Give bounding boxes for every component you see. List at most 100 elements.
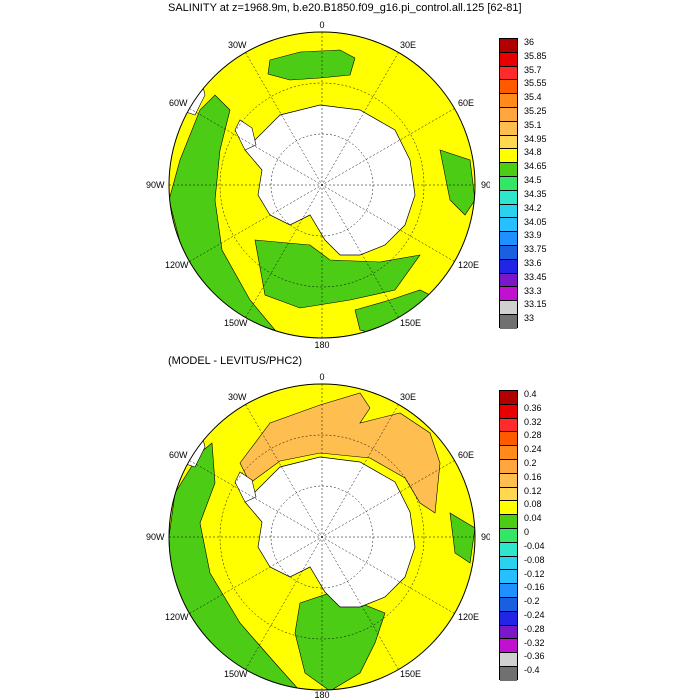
difference-field (169, 384, 475, 690)
lon-label-30e: 30E (400, 392, 416, 402)
colorbar-segment (500, 597, 517, 612)
salinity-difference-map: 0 30E 30W 60E 60W 90E 90W 120E 120W 150E… (146, 372, 490, 700)
lon-label-120e: 120E (458, 612, 479, 622)
colorbar-segment (500, 391, 517, 405)
colorbar-label: 35.85 (524, 50, 547, 61)
lon-label-90w: 90W (146, 532, 165, 542)
colorbar-label: 0.16 (524, 471, 542, 482)
colorbar-label: 0.32 (524, 416, 542, 427)
lon-label-150e: 150E (400, 669, 421, 679)
green-region-east (449, 512, 475, 564)
colorbar-label: 34.8 (524, 147, 542, 158)
green-region-east (439, 149, 475, 216)
colorbar-label: -0.12 (524, 568, 545, 579)
colorbar-label: -0.04 (524, 540, 545, 551)
colorbar-segment (500, 556, 517, 571)
colorbar-segment (500, 301, 517, 315)
colorbar-segment (500, 259, 517, 274)
lon-label-60e: 60E (458, 450, 474, 460)
colorbar-label: 35.7 (524, 64, 542, 75)
colorbar-segment (500, 204, 517, 219)
colorbar-label: 34.05 (524, 216, 547, 227)
colorbar-segment (500, 666, 517, 681)
colorbar-label: -0.32 (524, 637, 545, 648)
colorbar-label: 0.28 (524, 430, 542, 441)
lon-label-30w: 30W (228, 40, 247, 50)
colorbar-label: 0.08 (524, 499, 542, 510)
colorbar-segment (500, 515, 517, 529)
colorbar-segment (500, 653, 517, 667)
colorbar-segment (500, 639, 517, 654)
colorbar-label: 34.65 (524, 161, 547, 172)
colorbar-label: 34.5 (524, 175, 542, 186)
colorbar-segment (500, 501, 517, 516)
map-boundary (168, 31, 476, 339)
colorbar-label: 36 (524, 37, 535, 47)
colorbar-segment (500, 149, 517, 164)
graticule (169, 32, 475, 338)
colorbar-label: 0.4 (524, 389, 537, 399)
colorbar-label: 33.3 (524, 285, 542, 296)
colorbar-segment (500, 487, 517, 502)
colorbar-segment (500, 66, 517, 81)
graticule (169, 384, 475, 690)
colorbar-segment (500, 135, 517, 150)
colorbar-label: 33.9 (524, 230, 542, 241)
lon-label-150e: 150E (400, 318, 421, 328)
colorbar-label: -0.2 (524, 596, 540, 607)
colorbar-label: 34.2 (524, 202, 542, 213)
lon-label-0: 0 (319, 20, 324, 30)
colorbar-segment (500, 107, 517, 122)
colorbar-segment (500, 245, 517, 260)
colorbar-label: -0.4 (524, 665, 540, 676)
colorbar-segment (500, 218, 517, 233)
colorbar-segment (500, 287, 517, 302)
colorbar-label: 35.1 (524, 119, 542, 130)
colorbar-label: 0.2 (524, 458, 537, 469)
salinity-colorbar (499, 38, 518, 329)
colorbar-segment (500, 163, 517, 177)
colorbar-segment (500, 273, 517, 288)
lon-label-150w: 150W (224, 669, 248, 679)
lon-label-0: 0 (319, 372, 324, 382)
antarctic-peninsula (234, 119, 257, 151)
lon-label-180: 180 (314, 340, 329, 350)
difference-colorbar (499, 390, 518, 681)
lon-label-60w: 60W (169, 98, 188, 108)
salinity-map: 0 30E 30W 60E 60W 90E 90W 120E 120W 150E… (146, 20, 490, 350)
colorbar-segment (500, 176, 517, 191)
colorbar-label: 0.24 (524, 444, 542, 455)
lon-label-120w: 120W (165, 260, 189, 270)
colorbar-segment (500, 611, 517, 626)
lon-label-120e: 120E (458, 260, 479, 270)
orange-region (239, 392, 441, 514)
lon-label-90e: 90E (481, 180, 490, 190)
green-region-south (254, 239, 421, 309)
lon-label-90e: 90E (481, 532, 490, 542)
colorbar-segment (500, 446, 517, 460)
colorbar-segment (500, 39, 517, 53)
colorbar-segment (500, 542, 517, 557)
colorbar-label: 35.55 (524, 78, 547, 89)
lon-label-60e: 60E (458, 98, 474, 108)
lon-label-180: 180 (314, 690, 329, 700)
colorbar-label: 33.15 (524, 299, 547, 310)
colorbar-label: -0.36 (524, 651, 545, 662)
colorbar-label: 34.35 (524, 188, 547, 199)
colorbar-label: 33 (524, 313, 535, 324)
lon-label-90w: 90W (146, 180, 165, 190)
colorbar-label: 33.45 (524, 271, 547, 282)
colorbar-label: -0.08 (524, 554, 545, 565)
colorbar-label: 33.6 (524, 257, 542, 268)
colorbar-segment (500, 570, 517, 585)
colorbar-segment (500, 459, 517, 474)
lon-label-150w: 150W (224, 318, 248, 328)
colorbar-segment (500, 625, 517, 640)
antarctic-peninsula (234, 471, 257, 503)
lon-label-30w: 30W (228, 392, 247, 402)
colorbar-segment (500, 190, 517, 205)
colorbar-label: 35.4 (524, 92, 542, 103)
colorbar-label: -0.28 (524, 623, 545, 634)
colorbar-label: 0.12 (524, 485, 542, 496)
colorbar-label: 35.25 (524, 106, 547, 117)
